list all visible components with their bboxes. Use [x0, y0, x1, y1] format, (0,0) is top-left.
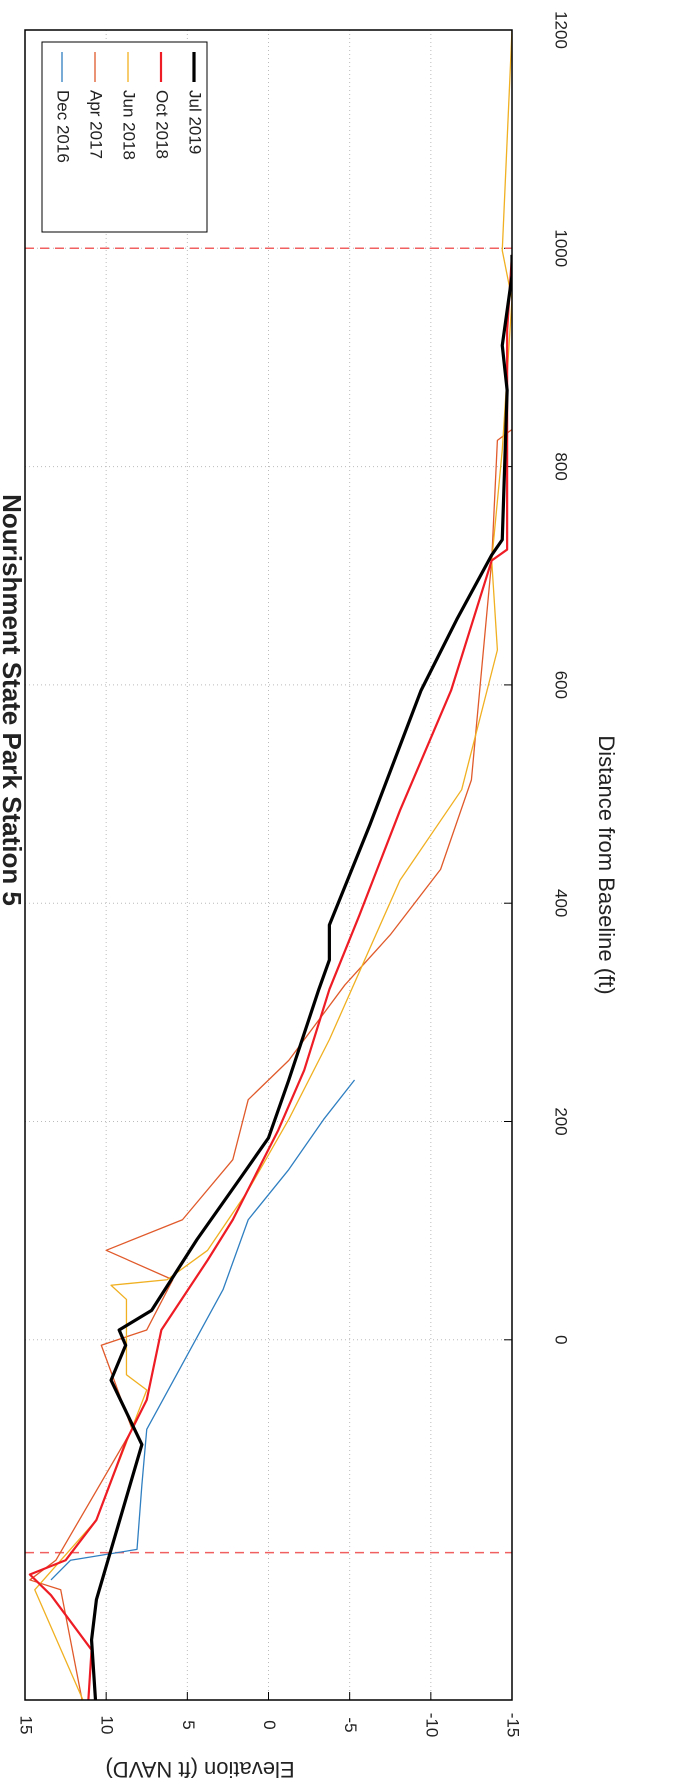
- x-tick-label: 800: [552, 452, 571, 480]
- y-tick-label: 5: [179, 1720, 198, 1729]
- y-tick-label: -15: [504, 1713, 523, 1738]
- chart-title: Nourishment State Park Station 5: [0, 494, 27, 906]
- y-tick-label: 10: [98, 1716, 117, 1735]
- series-line: [29, 428, 512, 1700]
- x-axis-label: Distance from Baseline (ft): [594, 735, 619, 994]
- y-tick-label: -5: [341, 1717, 360, 1732]
- x-tick-label: 600: [552, 671, 571, 699]
- legend-label: Jul 2019: [186, 90, 205, 154]
- legend-label: Dec 2016: [54, 90, 73, 163]
- series-line: [89, 254, 512, 1700]
- legend: Dec 2016 Apr 2017 Jun 2018 Oct 2018 Jul 2019: [41, 41, 208, 233]
- y-tick-label: 15: [17, 1716, 36, 1735]
- plot-area: [28, 30, 512, 1700]
- y-axis-label: Elevation (ft NAVD): [105, 1757, 294, 1782]
- x-tick-label: 0: [552, 1335, 571, 1344]
- plot-frame: [24, 29, 513, 1701]
- series-line: [28, 254, 512, 1700]
- y-tick-label: 0: [260, 1720, 279, 1729]
- x-tick-label: 200: [552, 1107, 571, 1135]
- series-line: [34, 30, 512, 1700]
- y-tick-label: -10: [422, 1713, 441, 1738]
- legend-box: [41, 41, 208, 233]
- legend-label: Jun 2018: [120, 90, 139, 160]
- x-tick-label: 1000: [552, 229, 571, 267]
- x-tick-label: 1200: [552, 11, 571, 49]
- legend-label: Oct 2018: [153, 90, 172, 159]
- legend-label: Apr 2017: [87, 90, 106, 159]
- x-tick-label: 400: [552, 889, 571, 917]
- series-line: [50, 1079, 356, 1581]
